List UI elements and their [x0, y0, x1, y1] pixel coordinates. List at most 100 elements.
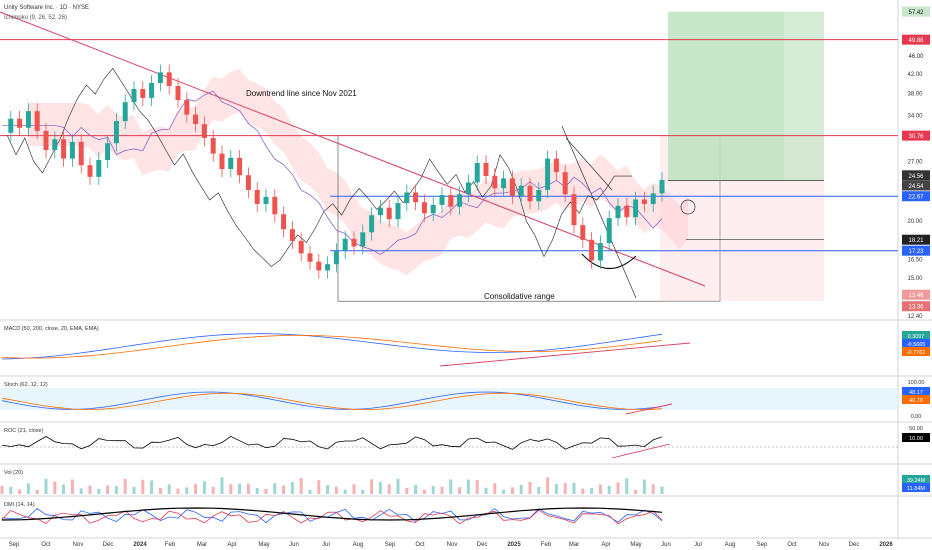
price-tag-label: 30.76 — [908, 134, 924, 140]
price-tag-label: 18.21 — [908, 238, 924, 244]
candle-body — [281, 214, 287, 230]
candle-body — [589, 239, 595, 261]
candle-body — [536, 189, 542, 202]
price-tag-label: 24.56 — [908, 174, 924, 180]
lagging-span — [6, 67, 632, 267]
volume-bar — [334, 486, 338, 494]
volume-bar — [18, 489, 22, 494]
candle-body — [157, 72, 163, 83]
candle-body — [395, 203, 401, 220]
volume-bar — [642, 479, 646, 494]
volume-bar — [141, 479, 145, 494]
ichimoku-cloud — [28, 68, 688, 276]
volume-bar — [449, 479, 453, 494]
volume-bar — [62, 484, 66, 494]
volume-bar — [308, 489, 312, 494]
volume-bar — [9, 486, 13, 494]
candle-body — [105, 143, 111, 161]
volume-bar — [264, 488, 268, 494]
candle-body — [413, 192, 419, 203]
candle-body — [43, 130, 49, 151]
indicator-value: 0.3097 — [908, 334, 925, 340]
indicator-value-tag — [902, 483, 930, 492]
candle-body — [404, 192, 410, 204]
stoch-d-line — [1, 392, 663, 410]
y-tick-label: 42.00 — [907, 72, 923, 78]
candle-body — [245, 175, 251, 190]
candle-body — [149, 82, 155, 98]
price-tag — [902, 6, 930, 17]
y-tick-label: 27.00 — [907, 160, 923, 166]
x-tick-label: Dec — [103, 542, 114, 548]
x-tick-label: Aug — [725, 542, 736, 548]
candle-body — [325, 264, 331, 271]
volume-bar — [616, 482, 620, 494]
candle-body — [289, 229, 295, 241]
candle-body — [553, 158, 559, 173]
indicator-value: 39.24M — [907, 478, 926, 484]
candle-body — [254, 189, 260, 204]
candle-body — [615, 205, 621, 219]
stoch-k-line — [1, 391, 663, 410]
volume-bar — [132, 486, 136, 494]
volume-bar — [299, 478, 303, 494]
candle-body — [263, 196, 269, 204]
macd-trend-arrow — [439, 342, 691, 367]
y-tick-label: 38.00 — [907, 92, 923, 98]
candle-body — [52, 139, 58, 151]
candle-body — [580, 225, 586, 240]
candle-body — [228, 157, 234, 170]
price-tag-label: 17.23 — [908, 249, 924, 255]
x-tick-label: Jun — [661, 542, 671, 548]
candle-body — [140, 89, 146, 98]
volume-bar — [97, 488, 101, 494]
volume-bar — [405, 487, 409, 494]
x-tick-label: May — [258, 542, 269, 548]
candle-body — [369, 215, 375, 233]
volume-bar — [352, 484, 356, 494]
volume-bar — [572, 482, 576, 494]
candle-body — [201, 124, 207, 138]
volume-bar — [202, 481, 206, 494]
candle-body — [316, 261, 322, 271]
candle-body — [166, 72, 172, 86]
volume-bar — [26, 483, 30, 494]
indicator-value: -0.7762 — [907, 350, 926, 356]
price-tag — [902, 289, 930, 300]
downtrend-line — [0, 11, 706, 287]
candle-body — [377, 207, 383, 216]
volume-bar — [537, 486, 541, 494]
candle-body — [298, 240, 304, 254]
signal-line — [1, 335, 663, 359]
candle-body — [492, 175, 498, 189]
symbol-title: Unity Software Inc. · 1D · NYSE — [4, 5, 89, 11]
candle-body — [518, 185, 524, 196]
volume-bar — [370, 479, 374, 494]
indicator-label: ROC (21, close) — [4, 428, 44, 434]
range-annotation: Consolidative range — [484, 292, 555, 301]
dmi-minus-line — [1, 509, 663, 525]
candle-body — [131, 89, 137, 103]
volume-bar — [79, 488, 83, 494]
volume-bar — [0, 485, 4, 494]
volume-bar — [581, 488, 585, 494]
candle-body — [457, 194, 463, 207]
candle-body — [527, 185, 533, 202]
volume-bar — [598, 484, 602, 494]
y-tick-label: 20.00 — [907, 219, 923, 225]
volume-bar — [194, 483, 198, 494]
volume-bar — [607, 485, 611, 494]
volume-bar — [176, 488, 180, 494]
candle-body — [113, 121, 119, 144]
volume-bar — [317, 480, 321, 494]
candle-body — [237, 157, 243, 176]
indicator-value: 11.84M — [907, 486, 925, 492]
macd-line — [1, 333, 663, 360]
candle-body — [386, 207, 392, 220]
y-tick-label: 12.40 — [907, 314, 923, 320]
candle-body — [34, 111, 40, 131]
volume-bar — [554, 484, 558, 494]
candle-body — [219, 153, 225, 170]
